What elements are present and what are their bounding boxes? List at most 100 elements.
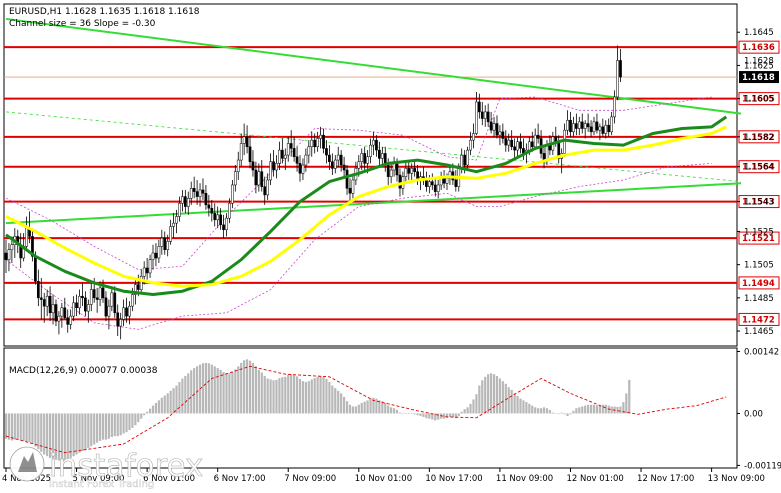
candle-body-48 xyxy=(145,267,149,274)
candle-108 xyxy=(322,128,325,154)
candle-body-92 xyxy=(275,163,278,171)
macd-bar-95 xyxy=(284,376,287,414)
candle-68 xyxy=(204,184,208,210)
candle-body-49 xyxy=(148,259,152,274)
candle-174 xyxy=(516,136,519,157)
candle-89 xyxy=(266,173,270,200)
candle-body-101 xyxy=(301,164,305,174)
macd-signal-line xyxy=(5,365,727,454)
candle-88 xyxy=(263,176,267,205)
candle-body-170 xyxy=(504,138,508,146)
candle-111 xyxy=(330,153,334,175)
candle-body-145 xyxy=(430,181,434,186)
macd-bar-14 xyxy=(46,413,49,457)
candle-body-77 xyxy=(231,184,234,204)
candle-39 xyxy=(119,312,123,340)
candle-body-12 xyxy=(39,297,43,300)
macd-bar-116 xyxy=(345,401,349,414)
macd-bar-36 xyxy=(110,413,113,438)
macd-bar-22 xyxy=(69,413,72,458)
macd-bar-15 xyxy=(49,413,52,458)
candle-body-37 xyxy=(113,292,117,314)
candle-body-112 xyxy=(333,159,337,169)
candle-body-81 xyxy=(242,136,246,144)
candle-body-52 xyxy=(157,246,161,259)
candle-body-195 xyxy=(577,121,581,129)
level-label-2: 1.1582 xyxy=(742,133,775,143)
candle-22 xyxy=(69,309,73,330)
candle-100 xyxy=(298,155,302,182)
macd-bar-128 xyxy=(381,401,384,414)
macd-bar-212 xyxy=(628,379,631,414)
macd-bar-40 xyxy=(122,413,125,434)
candle-body-24 xyxy=(75,302,78,309)
macd-bar-96 xyxy=(287,375,290,414)
candle-99 xyxy=(295,146,299,172)
macd-bar-41 xyxy=(125,413,128,433)
candle-body-175 xyxy=(519,141,522,149)
macd-bar-187 xyxy=(554,413,557,414)
macd-bar-208 xyxy=(616,406,619,414)
candle-77 xyxy=(231,179,234,209)
price-tick-label-0: 1.1645 xyxy=(744,28,774,38)
candle-73 xyxy=(219,208,222,230)
macd-bar-206 xyxy=(610,406,613,414)
macd-bar-199 xyxy=(589,404,593,414)
candle-205 xyxy=(607,118,611,137)
macd-bar-152 xyxy=(451,413,454,418)
macd-bar-149 xyxy=(442,413,446,419)
candle-body-50 xyxy=(151,252,155,260)
macd-bar-165 xyxy=(490,373,493,414)
macd-bar-91 xyxy=(272,380,275,414)
candle-124 xyxy=(369,138,372,164)
candle-1 xyxy=(7,243,11,272)
macd-bar-44 xyxy=(134,413,137,426)
candle-body-13 xyxy=(42,299,46,307)
candle-body-78 xyxy=(233,171,237,186)
candle-body-23 xyxy=(72,302,75,317)
macd-bar-49 xyxy=(148,408,152,414)
candle-116 xyxy=(345,165,349,195)
candle-34 xyxy=(104,291,108,322)
macd-bar-183 xyxy=(542,407,546,414)
candle-body-69 xyxy=(207,204,211,209)
macd-bar-171 xyxy=(507,387,510,414)
candle-body-183 xyxy=(542,153,546,161)
macd-bar-113 xyxy=(337,390,340,414)
candle-body-178 xyxy=(527,141,531,151)
macd-bar-93 xyxy=(278,378,281,414)
macd-bar-5 xyxy=(19,413,22,441)
candle-body-203 xyxy=(601,126,605,134)
candle-body-100 xyxy=(298,163,302,174)
candle-11 xyxy=(36,269,40,307)
macd-bar-56 xyxy=(169,390,172,414)
level-label-7: 1.1472 xyxy=(742,315,775,325)
candle-body-174 xyxy=(516,141,519,151)
macd-bar-181 xyxy=(537,408,540,414)
candle-97 xyxy=(289,130,293,157)
macd-bar-80 xyxy=(240,362,243,414)
macd-bar-54 xyxy=(163,395,166,414)
macd-bar-114 xyxy=(340,393,343,414)
candle-49 xyxy=(148,254,152,278)
candle-115 xyxy=(342,156,346,179)
candle-body-7 xyxy=(25,227,28,247)
macd-bar-192 xyxy=(569,413,572,415)
macd-bar-129 xyxy=(384,402,387,414)
candle-196 xyxy=(580,113,584,134)
macd-bar-75 xyxy=(225,373,228,414)
candle-92 xyxy=(275,155,278,179)
macd-bar-190 xyxy=(563,413,566,415)
candle-body-96 xyxy=(286,143,290,156)
candle-173 xyxy=(513,138,516,159)
candle-121 xyxy=(360,148,364,171)
candle-body-161 xyxy=(477,101,481,113)
macd-bar-118 xyxy=(351,406,355,414)
macd-bar-7 xyxy=(25,413,28,442)
candle-69 xyxy=(207,194,211,217)
candle-66 xyxy=(198,183,202,207)
macd-bar-0 xyxy=(4,413,8,439)
candle-101 xyxy=(301,158,305,180)
candle-153 xyxy=(454,170,458,192)
